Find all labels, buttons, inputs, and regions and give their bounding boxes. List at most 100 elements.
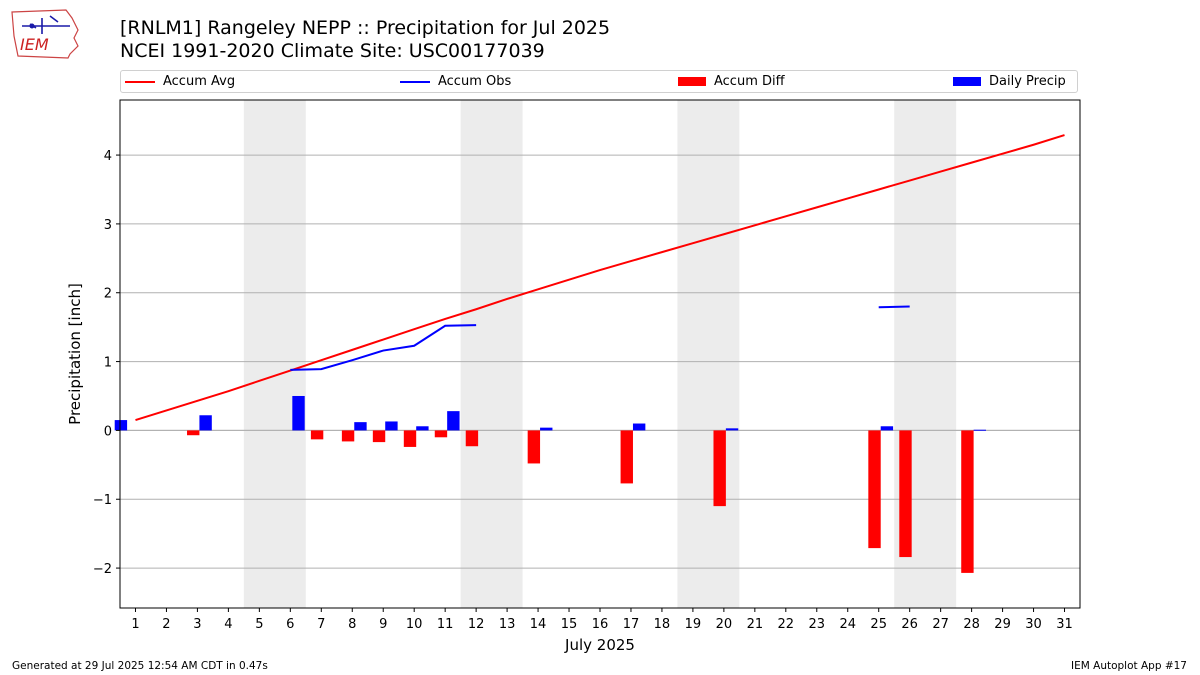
y-tick-label: 3 bbox=[104, 218, 112, 233]
weather-station-icon bbox=[22, 15, 70, 34]
accum-diff-bar bbox=[434, 430, 448, 438]
legend-swatch-accum-avg bbox=[125, 80, 155, 83]
legend-label-accum-avg: Accum Avg bbox=[163, 74, 236, 89]
logo-text: IEM bbox=[20, 35, 49, 54]
x-tick-label: 8 bbox=[348, 617, 356, 632]
lines-layer bbox=[135, 134, 1065, 422]
accum-diff-bar bbox=[527, 430, 541, 464]
daily-precip-bar bbox=[880, 426, 894, 431]
x-tick-label: 2 bbox=[162, 617, 170, 632]
x-tick-label: 22 bbox=[778, 617, 795, 632]
x-tick-label: 26 bbox=[901, 617, 918, 632]
iowa-state-outline-logo-icon bbox=[11, 9, 79, 59]
daily-precip-bar bbox=[416, 426, 429, 431]
legend-swatch-accum-obs bbox=[400, 80, 430, 83]
daily-precip-bar bbox=[447, 411, 460, 431]
station-marker-icon bbox=[29, 23, 35, 29]
x-tick-label: 17 bbox=[623, 617, 640, 632]
y-axis-ticks: −2 −1 0 1 2 3 4 bbox=[93, 149, 120, 577]
x-tick-label: 15 bbox=[561, 617, 578, 632]
x-tick-label: 31 bbox=[1056, 617, 1073, 632]
footer-generated: Generated at 29 Jul 2025 12:54 AM CDT in… bbox=[12, 660, 268, 672]
accum-diff-bar bbox=[868, 430, 881, 549]
legend-swatch-accum-diff bbox=[678, 77, 706, 86]
x-tick-label: 21 bbox=[747, 617, 764, 632]
accum-diff-bar bbox=[341, 430, 355, 442]
x-axis-label: July 2025 bbox=[564, 636, 635, 654]
x-tick-label: 1 bbox=[131, 617, 139, 632]
daily-precip-bar bbox=[632, 423, 646, 431]
x-tick-label: 16 bbox=[592, 617, 609, 632]
x-tick-label: 7 bbox=[317, 617, 325, 632]
accum-diff-bar bbox=[899, 430, 912, 558]
x-tick-label: 12 bbox=[468, 617, 485, 632]
x-tick-label: 27 bbox=[932, 617, 949, 632]
legend-label-accum-obs: Accum Obs bbox=[438, 74, 512, 89]
legend-item-accum-diff: Accum Diff bbox=[678, 74, 785, 90]
x-tick-label: 23 bbox=[809, 617, 826, 632]
accum-diff-bar bbox=[961, 430, 974, 573]
daily-precip-bar bbox=[354, 422, 367, 431]
weekend-shading-layer bbox=[243, 100, 957, 608]
daily-precip-bar bbox=[199, 415, 212, 431]
iem-logo: IEM bbox=[11, 9, 79, 59]
x-tick-label: 5 bbox=[255, 617, 263, 632]
daily-precip-bar bbox=[292, 395, 305, 431]
daily-precip-bar bbox=[114, 420, 128, 431]
daily-precip-bar bbox=[385, 421, 398, 431]
x-tick-label: 28 bbox=[963, 617, 980, 632]
legend-label-daily-precip: Daily Precip bbox=[989, 74, 1066, 89]
daily-precip-bar bbox=[540, 427, 553, 431]
grid-layer bbox=[120, 154, 1080, 569]
x-tick-label: 9 bbox=[379, 617, 387, 632]
y-tick-label: 0 bbox=[104, 424, 112, 439]
y-tick-label: 4 bbox=[104, 149, 112, 164]
legend-item-accum-obs: Accum Obs bbox=[400, 74, 511, 90]
x-tick-label: 4 bbox=[224, 617, 232, 632]
x-tick-label: 25 bbox=[870, 617, 887, 632]
x-tick-label: 19 bbox=[685, 617, 702, 632]
x-tick-label: 13 bbox=[499, 617, 516, 632]
x-axis-ticks: 1 2 3 4 5 6 7 8 9 10 11 12 13 14 15 16 17 18 19 20 21 22 23 24 2… bbox=[131, 608, 1073, 632]
accum-diff-bar bbox=[403, 430, 417, 447]
bars-layer bbox=[114, 395, 986, 573]
accum-diff-bar bbox=[310, 430, 324, 440]
legend-swatch-daily-precip bbox=[953, 77, 981, 86]
accum-diff-bar bbox=[713, 430, 726, 507]
y-tick-label: 1 bbox=[104, 356, 112, 371]
x-tick-label: 3 bbox=[193, 617, 201, 632]
y-tick-label: −1 bbox=[93, 493, 112, 508]
x-tick-label: 6 bbox=[286, 617, 294, 632]
y-axis-label: Precipitation [inch] bbox=[66, 283, 84, 425]
x-tick-label: 20 bbox=[716, 617, 733, 632]
legend: Accum Avg Accum Obs Accum Diff Daily Pre… bbox=[120, 70, 1078, 93]
weekend-shade-band bbox=[677, 100, 740, 608]
x-tick-label: 24 bbox=[839, 617, 856, 632]
accum-diff-bar bbox=[187, 430, 200, 436]
daily-precip-bar bbox=[973, 429, 986, 431]
x-tick-label: 14 bbox=[530, 617, 547, 632]
chart-subtitle: NCEI 1991-2020 Climate Site: USC00177039 bbox=[120, 40, 545, 62]
accum-diff-bar bbox=[372, 430, 386, 443]
accum-obs-line bbox=[878, 305, 910, 309]
y-tick-label: 2 bbox=[104, 287, 112, 302]
x-tick-label: 29 bbox=[994, 617, 1011, 632]
x-tick-label: 10 bbox=[406, 617, 423, 632]
x-tick-label: 11 bbox=[437, 617, 454, 632]
accum-obs-line bbox=[290, 324, 477, 371]
legend-item-accum-avg: Accum Avg bbox=[125, 74, 235, 90]
legend-item-daily-precip: Daily Precip bbox=[953, 74, 1066, 90]
daily-precip-bar bbox=[725, 428, 739, 431]
footer-app-id: IEM Autoplot App #17 bbox=[1071, 660, 1187, 672]
accum-diff-bar bbox=[465, 430, 479, 447]
weekend-shade-band bbox=[460, 100, 523, 608]
x-tick-label: 18 bbox=[654, 617, 671, 632]
accum-avg-line bbox=[135, 134, 1065, 422]
chart-title: [RNLM1] Rangeley NEPP :: Precipitation f… bbox=[120, 17, 611, 39]
x-tick-label: 30 bbox=[1025, 617, 1042, 632]
y-tick-label: −2 bbox=[93, 562, 112, 577]
accum-diff-bar bbox=[620, 430, 633, 484]
legend-label-accum-diff: Accum Diff bbox=[714, 74, 785, 89]
weekend-shade-band bbox=[243, 100, 306, 608]
